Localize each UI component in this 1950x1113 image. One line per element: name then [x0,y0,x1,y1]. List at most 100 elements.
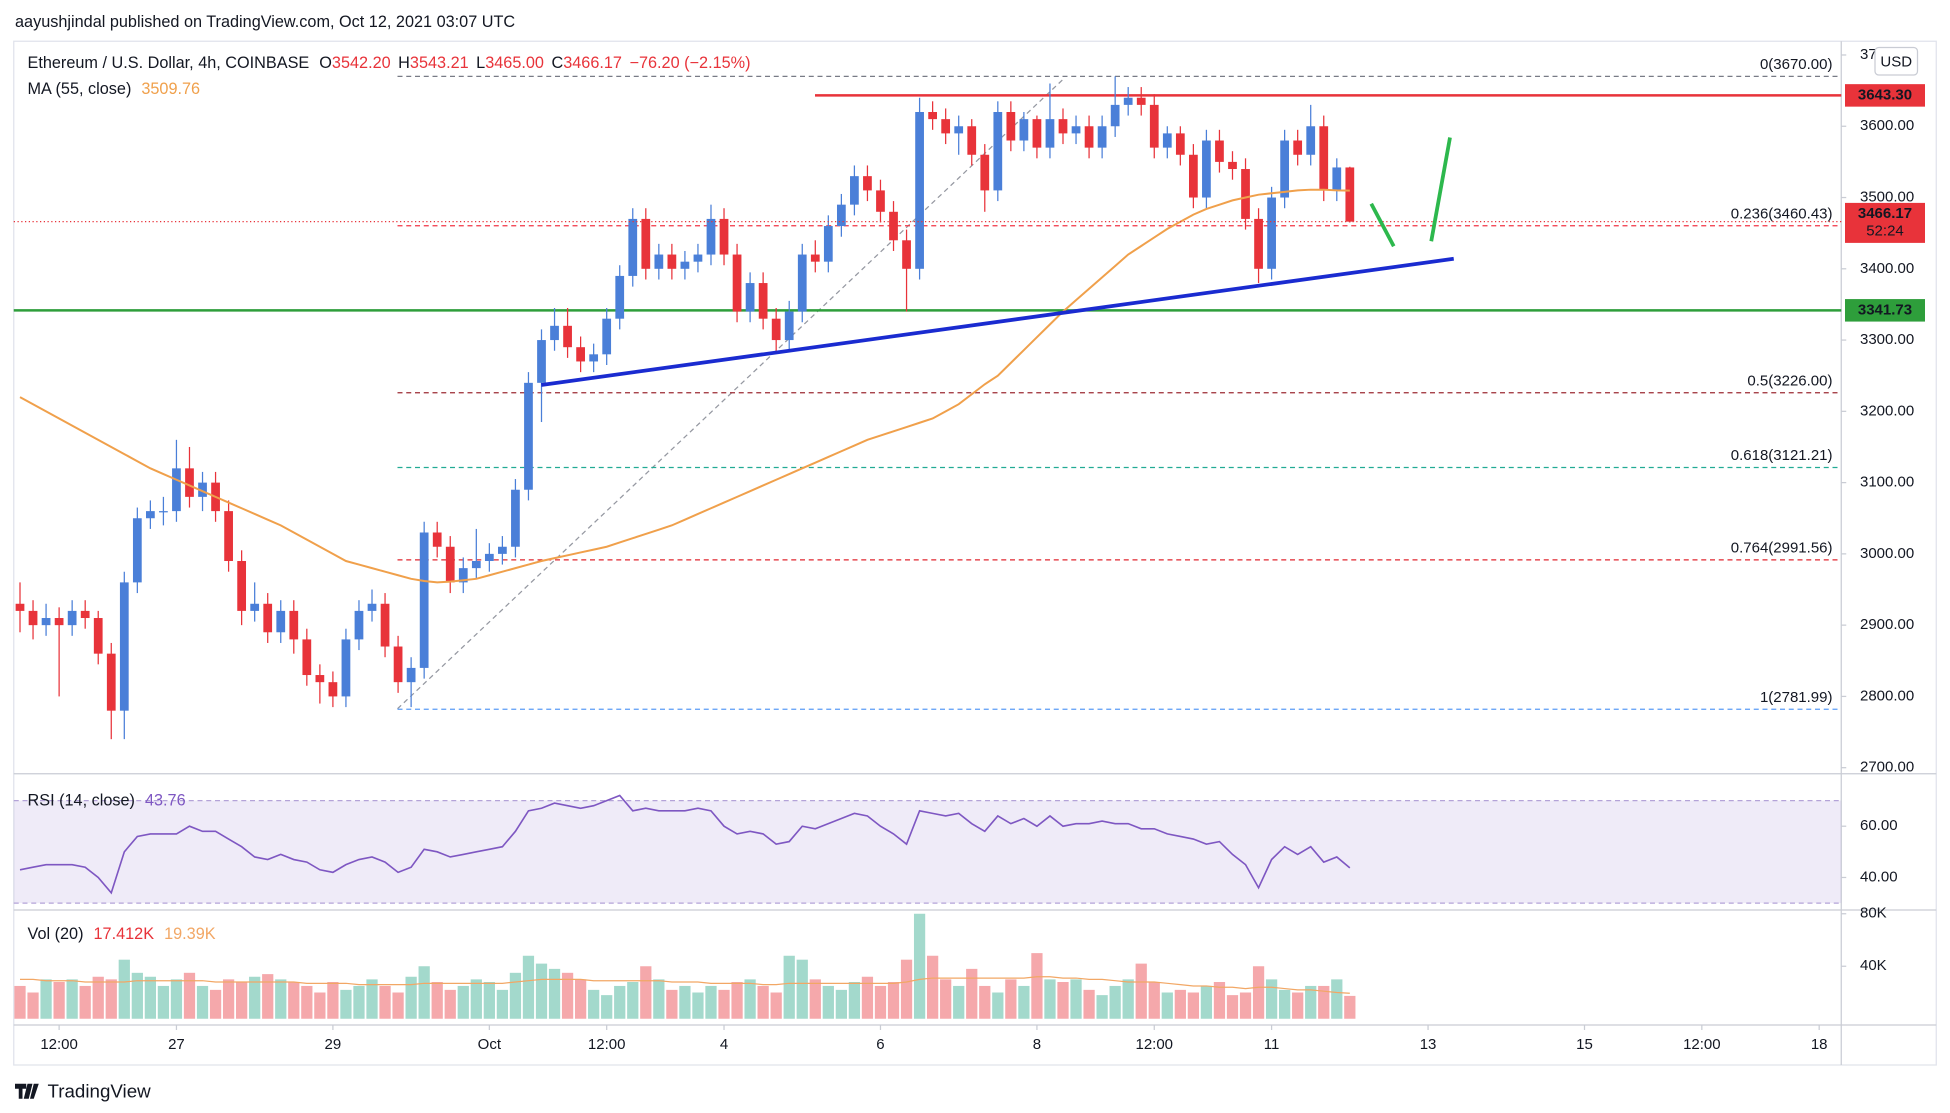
candle-body [1241,169,1250,219]
volume-bar [927,955,939,1019]
candle-body [237,561,247,611]
volume-bar [1031,953,1043,1019]
candle-body [54,618,64,626]
footer: TradingView [15,1080,151,1101]
volume-bar [105,979,117,1019]
volume-bar [1005,979,1017,1019]
volume-bar [887,981,900,1019]
volume-bar [1187,992,1199,1019]
candle-body [263,603,273,633]
candle-body [993,112,1003,191]
candle-body [667,254,677,269]
ohlc-value: 3543.21 [410,54,469,72]
candle-body [471,561,481,569]
candle-body [758,283,768,319]
volume-bar [1265,979,1278,1019]
volume-bar [913,913,926,1019]
volume-bar [275,979,287,1019]
volume-bar [236,981,248,1019]
published-line: aayushjindal published on TradingView.co… [15,13,515,31]
y-tick-label: 40K [1860,957,1887,974]
volume-bar [1279,989,1291,1019]
volume-bar [470,979,482,1019]
candle-body [1267,197,1276,269]
y-tick-label: 3300.00 [1860,331,1914,348]
volume-bar [848,981,861,1019]
volume-bar [457,985,469,1019]
volume-bar [53,981,65,1019]
level-label-box [1845,299,1925,322]
volume-bar [835,989,847,1019]
candle-body [93,618,103,654]
volume-bar [1252,966,1265,1019]
volume-bar [483,981,495,1019]
x-tick-label: 15 [1576,1036,1593,1053]
volume-bar [796,959,808,1019]
candle-body [1319,126,1329,191]
candle-body [1006,112,1016,141]
brand: TradingView [48,1080,152,1101]
volume-bar [679,985,691,1019]
countdown: 52:24 [1866,223,1904,240]
volume-bar [340,989,352,1019]
symbol: Ethereum / U.S. Dollar, 4h, COINBASE [28,54,310,72]
candle-body [484,553,494,562]
volume-bar [262,974,274,1019]
fib-label: 0.236(3460.43) [1731,205,1833,222]
volume-bar [992,992,1004,1019]
volume-bar [1239,992,1252,1019]
currency-frame [1874,46,1919,76]
frame-border [13,40,1937,1066]
fib-label: 0.618(3121.21) [1731,447,1833,464]
volume-bar [1096,995,1108,1019]
candle-body [1149,104,1159,148]
x-tick-label: Oct [478,1036,502,1053]
volume-bar [366,979,378,1019]
volume-bar [418,966,430,1019]
ohlc-value: 3466.17 [563,54,622,72]
x-tick-label: 6 [876,1036,884,1053]
candle-body [80,610,90,619]
ohlc-value: 3542.20 [332,54,391,72]
vol-legend: Vol (20) 17.412K 19.39K [28,925,216,943]
volume-bar [588,989,600,1019]
candle-body [67,610,77,626]
candle-body [380,603,390,647]
candle-body [967,126,977,155]
candle-body [628,218,638,276]
candle-body [524,382,533,490]
volume-bar [548,968,561,1019]
x-tick-label: 12:00 [1683,1036,1721,1053]
ohlc: O3542.20 H3543.21 L3465.00 C3466.17 [319,54,622,72]
volume-bar [627,981,639,1019]
x-tick-label: 12:00 [1135,1036,1173,1053]
volume-bar [288,981,300,1019]
volume-bar [1174,989,1186,1019]
candle-body [315,675,325,683]
volume-bar [1122,979,1134,1019]
candle-body [1110,104,1120,127]
x-tick-label: 12:00 [588,1036,626,1053]
plot-area: 0(3670.00) 0.236(3460.43) 0.5(3226.00) 0.61… [13,56,1842,1019]
candle-body [889,211,898,241]
candle-body [498,546,507,554]
candle-body [771,318,781,341]
fib-label: 0.764(2991.56) [1731,540,1833,557]
volume-bar [405,976,417,1019]
fib-label: 0(3670.00) [1760,56,1833,73]
candle-body [980,154,990,191]
candle-body [719,218,729,255]
x-tick-label: 11 [1264,1036,1280,1053]
candle-body [850,176,859,205]
volume-bar [157,985,170,1019]
symbol-legend: Ethereum / U.S. Dollar, 4h, COINBASE O354… [28,54,751,72]
volume-bar [1305,985,1317,1019]
candle-body [1045,119,1055,148]
candle-body [185,468,194,497]
candle-body [810,254,820,262]
volume-bar [979,985,991,1019]
candle-body [589,354,599,362]
candle-body [576,347,585,362]
candle-body [393,646,403,683]
last-price-box [1845,202,1925,243]
